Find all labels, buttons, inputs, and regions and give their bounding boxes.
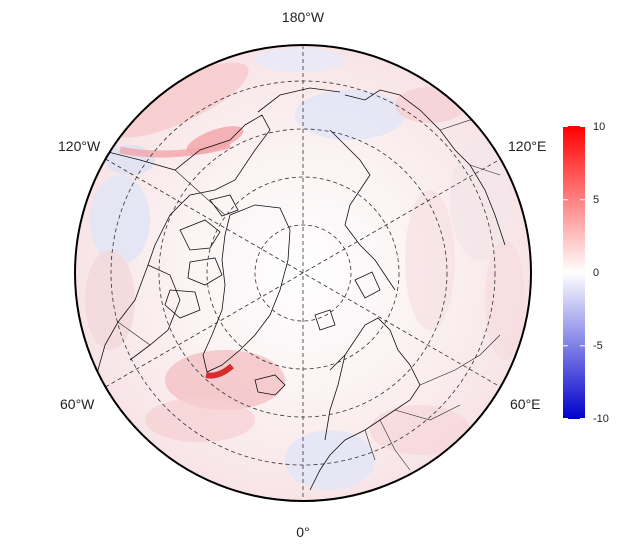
lon-label-bottom: 0°: [296, 524, 309, 540]
lon-label-lower-right: 60°E: [510, 396, 541, 412]
graticule: [105, 45, 501, 501]
colorbar: 10 5 0 -5 -10: [563, 121, 609, 425]
colorbar-gradient: [563, 126, 585, 419]
lon-label-upper-right: 120°E: [508, 138, 546, 154]
colorbar-tick-label: -10: [593, 413, 609, 425]
colorbar-tick-label: -5: [593, 340, 603, 352]
meridian-line: [105, 158, 501, 388]
colorbar-tick-label: 0: [593, 267, 599, 279]
lon-label-top: 180°W: [282, 9, 325, 25]
colorbar-tick-label: 5: [593, 194, 599, 206]
colorbar-tick-label: 10: [593, 121, 605, 133]
lon-label-lower-left: 60°W: [60, 396, 95, 412]
map-disk: [74, 44, 532, 502]
colorbar-ticks: [563, 126, 585, 419]
lon-label-upper-left: 120°W: [58, 138, 101, 154]
country-borders: [117, 119, 501, 471]
parallel-circle: [254, 224, 352, 322]
meridian-line: [105, 158, 501, 388]
longitude-labels: 180°W 0° 120°W 120°E 60°W 60°E: [58, 9, 546, 540]
map-boundary: [74, 44, 532, 502]
